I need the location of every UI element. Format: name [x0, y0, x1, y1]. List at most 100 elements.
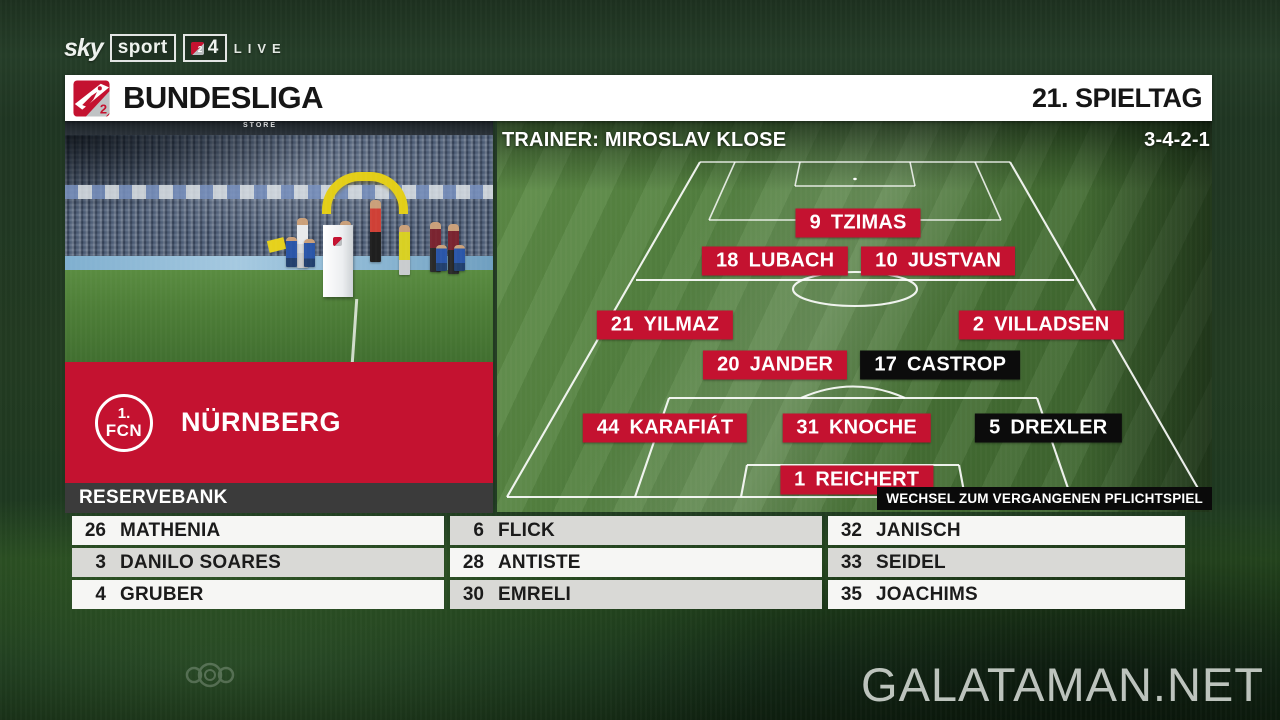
team-panel: 1. FCN NÜRNBERG — [65, 362, 493, 483]
bench-player-janisch: 32 JANISCH — [828, 516, 1185, 545]
player-name: JANDER — [749, 353, 834, 375]
person-figure — [454, 245, 465, 271]
person-figure — [304, 239, 315, 267]
bench-player-number: 28 — [462, 551, 484, 573]
badge-top-text: 1. — [117, 405, 131, 422]
bench-player-number: 26 — [84, 519, 106, 541]
bench-player-name: GRUBER — [120, 583, 204, 605]
team-name: NÜRNBERG — [181, 407, 342, 437]
player-name: KARAFIÁT — [629, 416, 734, 439]
advertising-band — [65, 185, 493, 199]
svg-text:2: 2 — [100, 101, 107, 116]
player-name: KNOCHE — [829, 416, 917, 439]
store-signage: STORE — [243, 122, 277, 129]
bench-player-number: 3 — [95, 551, 106, 573]
fcn-club-badge-icon: 1. FCN — [95, 393, 153, 452]
player-name: DREXLER — [1010, 416, 1108, 439]
player-plate-knoche: 31 KNOCHE — [782, 413, 931, 443]
player-plate-tzimas: 9 TZIMAS — [795, 208, 921, 238]
player-name: YILMAZ — [643, 313, 720, 336]
bundesliga2-mini-logo-icon: 2 — [190, 41, 204, 55]
player-number: 2 — [972, 313, 985, 336]
bench-player-number: 33 — [840, 551, 862, 573]
player-plate-lubach: 18 LUBACH — [701, 246, 849, 276]
formation-label: 3-4-2-1 — [1144, 129, 1210, 151]
trainer-name: TRAINER: MIROSLAV KLOSE — [502, 129, 787, 151]
bench-player-name: EMRELI — [498, 583, 571, 605]
badge-bottom-text: FCN — [105, 421, 143, 440]
bench-player-seidel: 33 SEIDEL — [828, 548, 1185, 577]
bench-player-number: 4 — [95, 583, 106, 605]
person-figure — [436, 245, 447, 271]
channel-number-badge: 2 4 — [182, 34, 227, 62]
player-plate-jander: 20 JANDER — [703, 350, 848, 379]
player-name: TZIMAS — [830, 211, 907, 234]
matchday-label: 21. SPIELTAG — [1031, 82, 1203, 113]
player-plate-villadsen: 2 VILLADSEN — [958, 310, 1124, 340]
bench-player-name: JOACHIMS — [876, 583, 978, 605]
player-name: JUSTVAN — [907, 249, 1002, 272]
channel-number: 4 — [207, 37, 219, 58]
stadium-roof — [65, 121, 493, 135]
player-number: 10 — [875, 249, 898, 272]
site-watermark: GALATAMAN.NET — [861, 658, 1264, 711]
pitchside-hoarding — [65, 256, 493, 270]
title-bar: 2 BUNDESLIGA 21. SPIELTAG — [65, 75, 1212, 121]
player-name: REICHERT — [815, 468, 920, 491]
video-pitch-grass — [65, 270, 493, 362]
bench-player-number: 35 — [840, 583, 862, 605]
bench-player-gruber: 4 GRUBER — [72, 580, 444, 609]
bench-player-mathenia: 26 MATHENIA — [72, 516, 444, 545]
player-plate-reichert: 1 REICHERT — [780, 465, 934, 495]
substitution-note: WECHSEL ZUM VERGANGENEN PFLICHTSPIEL — [877, 487, 1212, 510]
live-label: LIVE — [233, 40, 287, 56]
bench-list: 26 MATHENIA 3 DANILO SOARES 4 GRUBER 6 FLICK 28 A… — [72, 516, 1185, 609]
player-name: CASTROP — [907, 353, 1007, 375]
bench-player-name: JANISCH — [876, 519, 961, 541]
player-name: VILLADSEN — [994, 313, 1110, 336]
bench-player-name: ANTISTE — [498, 551, 581, 573]
bench-player-flick: 6 FLICK — [450, 516, 822, 545]
bench-player-antiste: 28 ANTISTE — [450, 548, 822, 577]
bench-player-name: SEIDEL — [876, 551, 946, 573]
bench-player-emreli: 30 EMRELI — [450, 580, 822, 609]
person-figure — [399, 225, 410, 275]
sport-label: sport — [109, 34, 176, 62]
competition-title: BUNDESLIGA — [123, 80, 323, 115]
channel-bug: sky sport 2 4 LIVE — [64, 33, 287, 63]
player-name: LUBACH — [748, 249, 835, 272]
bench-player-name: MATHENIA — [120, 519, 221, 541]
player-number: 20 — [717, 353, 740, 375]
player-plate-castrop: 17 CASTROP — [860, 350, 1021, 379]
reservebank-header: RESERVEBANK — [65, 483, 493, 513]
player-number: 44 — [596, 416, 620, 439]
player-plate-drexler: 5 DREXLER — [975, 413, 1122, 443]
player-number: 5 — [989, 416, 1001, 439]
bench-player-name: DANILO SOARES — [120, 551, 281, 573]
person-figure — [430, 222, 441, 272]
player-number: 21 — [610, 313, 634, 336]
inflatable-arch — [322, 172, 408, 214]
bench-player-danilo-soares: 3 DANILO SOARES — [72, 548, 444, 577]
player-number: 9 — [809, 211, 821, 234]
player-number: 18 — [715, 249, 739, 272]
bench-player-joachims: 35 JOACHIMS — [828, 580, 1185, 609]
person-figure — [297, 218, 308, 268]
person-figure — [370, 200, 381, 262]
formation-header: TRAINER: MIROSLAV KLOSE 3-4-2-1 — [502, 129, 1210, 152]
camera-watermark-icon — [185, 662, 235, 688]
lineup-plates: 9 TZIMAS 18 LUBACH 10 JUSTVAN 21 YILMAZ 2 VILLADS… — [497, 160, 1212, 512]
bench-player-number: 30 — [462, 583, 484, 605]
bundesliga2-logo-icon: 2 — [73, 79, 110, 117]
player-number: 17 — [874, 353, 898, 375]
sky-logo: sky — [64, 33, 104, 62]
player-number: 1 — [794, 468, 806, 491]
player-plate-karafia-t: 44 KARAFIÁT — [582, 413, 748, 443]
bench-player-number: 32 — [840, 519, 862, 541]
bench-player-name: FLICK — [498, 519, 555, 541]
player-plate-justvan: 10 JUSTVAN — [861, 246, 1016, 276]
player-number: 31 — [796, 416, 820, 439]
live-video-thumbnail: STORE — [65, 121, 493, 362]
reservebank-title: RESERVEBANK — [79, 487, 228, 508]
